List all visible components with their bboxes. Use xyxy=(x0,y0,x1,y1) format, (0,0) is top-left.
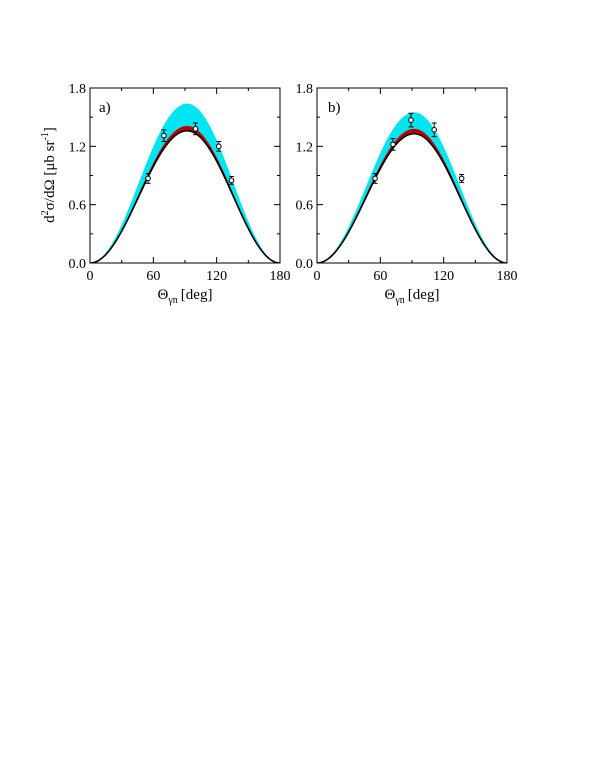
curves-b xyxy=(317,112,507,263)
data-point xyxy=(458,174,465,183)
point-marker xyxy=(161,132,167,139)
data-point xyxy=(372,173,378,184)
x-tick-label: 120 xyxy=(433,269,454,284)
y-tick-label: 0.6 xyxy=(296,199,314,214)
x-tick-label: 120 xyxy=(206,269,227,284)
data-point xyxy=(192,122,199,136)
data-point xyxy=(161,129,167,142)
point-marker xyxy=(145,175,151,182)
data-point xyxy=(145,173,151,184)
point-marker xyxy=(215,143,222,150)
point-marker xyxy=(228,177,235,184)
y-tick-label: 0.6 xyxy=(69,199,87,214)
x-axis-label-b: Θγn [deg] xyxy=(385,287,440,306)
panel-label-a: a) xyxy=(99,100,111,116)
y-tick-label: 0.0 xyxy=(69,257,87,272)
data-point xyxy=(431,122,437,138)
x-tick-label: 60 xyxy=(146,269,160,284)
y-tick-label: 1.8 xyxy=(69,82,87,97)
cyan-band xyxy=(317,112,507,263)
curves-a xyxy=(90,103,280,263)
ticks-a: 0 60 120 180 0.0 0.6 1.2 1.8 xyxy=(69,82,291,284)
point-marker xyxy=(390,141,396,148)
data-point xyxy=(215,140,222,152)
data-point xyxy=(408,112,414,128)
panel-b: 0 60 120 180 0.0 0.6 1.2 1.8 b) Θγn [deg] xyxy=(296,82,518,306)
panel-a: 0 60 120 180 0.0 0.6 1.2 1.8 a) Θγn [deg] d2σ/dΩ… xyxy=(40,82,291,306)
red-band xyxy=(90,125,280,263)
red-band xyxy=(317,128,507,263)
x-axis-label-a: Θγn [deg] xyxy=(158,287,213,306)
ticks-b: 0 60 120 180 0.0 0.6 1.2 1.8 xyxy=(296,82,518,284)
y-tick-label: 1.8 xyxy=(296,82,314,97)
x-tick-label: 0 xyxy=(87,269,94,284)
x-tick-label: 180 xyxy=(270,269,291,284)
y-tick-label: 1.2 xyxy=(296,140,314,155)
y-axis-label: d2σ/dΩ [μb sr-1] xyxy=(40,127,58,223)
point-marker xyxy=(431,127,437,133)
panel-label-b: b) xyxy=(328,100,341,116)
point-marker xyxy=(458,175,465,182)
data-point xyxy=(390,138,396,151)
y-tick-label: 1.2 xyxy=(69,140,87,155)
x-tick-label: 60 xyxy=(373,269,387,284)
point-marker xyxy=(408,117,414,123)
x-tick-label: 0 xyxy=(314,269,321,284)
theory-curve xyxy=(317,132,507,263)
point-marker xyxy=(192,126,199,132)
y-tick-label: 0.0 xyxy=(296,257,314,272)
data-point xyxy=(228,175,235,185)
data-points-a xyxy=(145,122,235,185)
theory-curve xyxy=(90,129,280,263)
x-tick-label: 180 xyxy=(497,269,518,284)
data-points-b xyxy=(372,112,465,184)
point-marker xyxy=(372,175,378,182)
